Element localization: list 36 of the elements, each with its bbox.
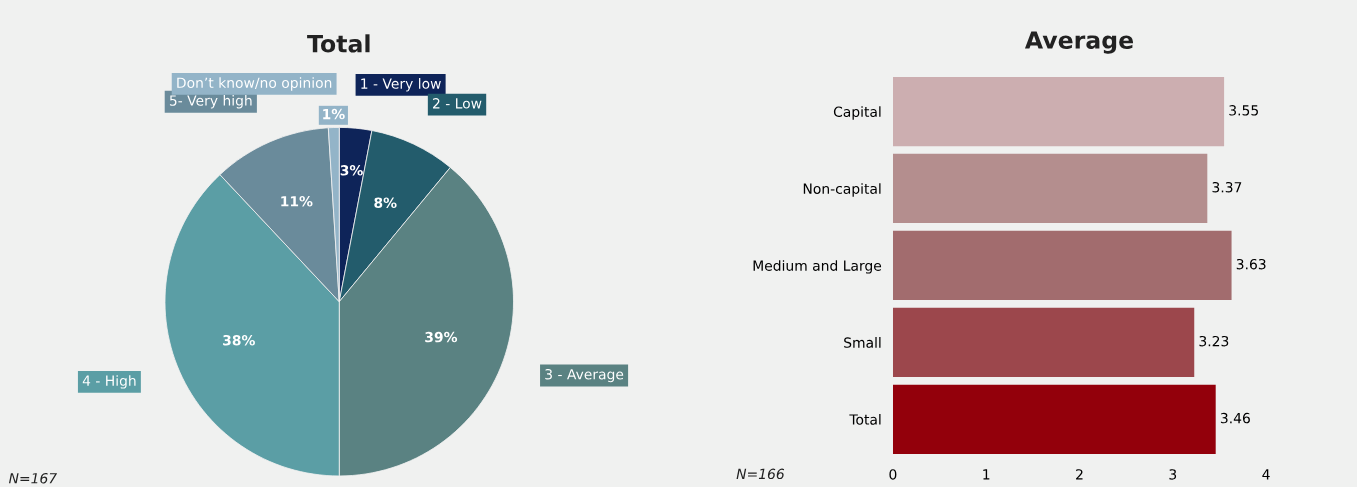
data-label: 38%: [223, 335, 255, 346]
bar: [892, 384, 1216, 454]
slice-label: 2 - Low: [433, 98, 482, 109]
data-label: 1%: [323, 108, 345, 120]
y-tick-label: Capital: [833, 106, 881, 120]
data-label: 11%: [281, 196, 313, 207]
data-label: 39%: [425, 331, 458, 343]
data-label: 3%: [340, 165, 363, 176]
chart-title: Average: [1024, 31, 1134, 54]
bar: [892, 153, 1208, 224]
text: N=167: [8, 472, 58, 484]
data-label: 3.23: [1199, 335, 1229, 347]
text: N=166: [736, 468, 785, 480]
chart-title: Total: [307, 34, 370, 53]
x-tick-label: 1: [983, 469, 990, 480]
data-label: 3.55: [1229, 105, 1258, 116]
x-tick-label: 3: [1169, 469, 1177, 480]
y-tick-label: Non-capital: [803, 183, 881, 197]
data-label: 8%: [374, 197, 397, 208]
bar: [892, 76, 1225, 147]
x-tick-label: 0: [889, 469, 897, 480]
bar: [892, 230, 1232, 301]
y-tick-label: Total: [849, 414, 881, 425]
bar: [892, 307, 1195, 377]
slice-label: Don’t know/no opinion: [177, 77, 332, 91]
slice-label: 1 - Very low: [361, 78, 441, 92]
slice-label: 5- Very high: [169, 95, 252, 109]
data-label: 3.37: [1212, 181, 1242, 193]
x-tick-label: 4: [1262, 469, 1270, 480]
slice-label: 3 - Average: [545, 369, 624, 383]
x-tick-label: 2: [1076, 469, 1083, 480]
slice-label: 4 - High: [82, 375, 136, 389]
y-tick-label: Small: [844, 337, 881, 348]
data-label: 3.63: [1236, 258, 1266, 270]
y-tick-label: Medium and Large: [753, 260, 882, 274]
data-label: 3.46: [1220, 412, 1250, 424]
